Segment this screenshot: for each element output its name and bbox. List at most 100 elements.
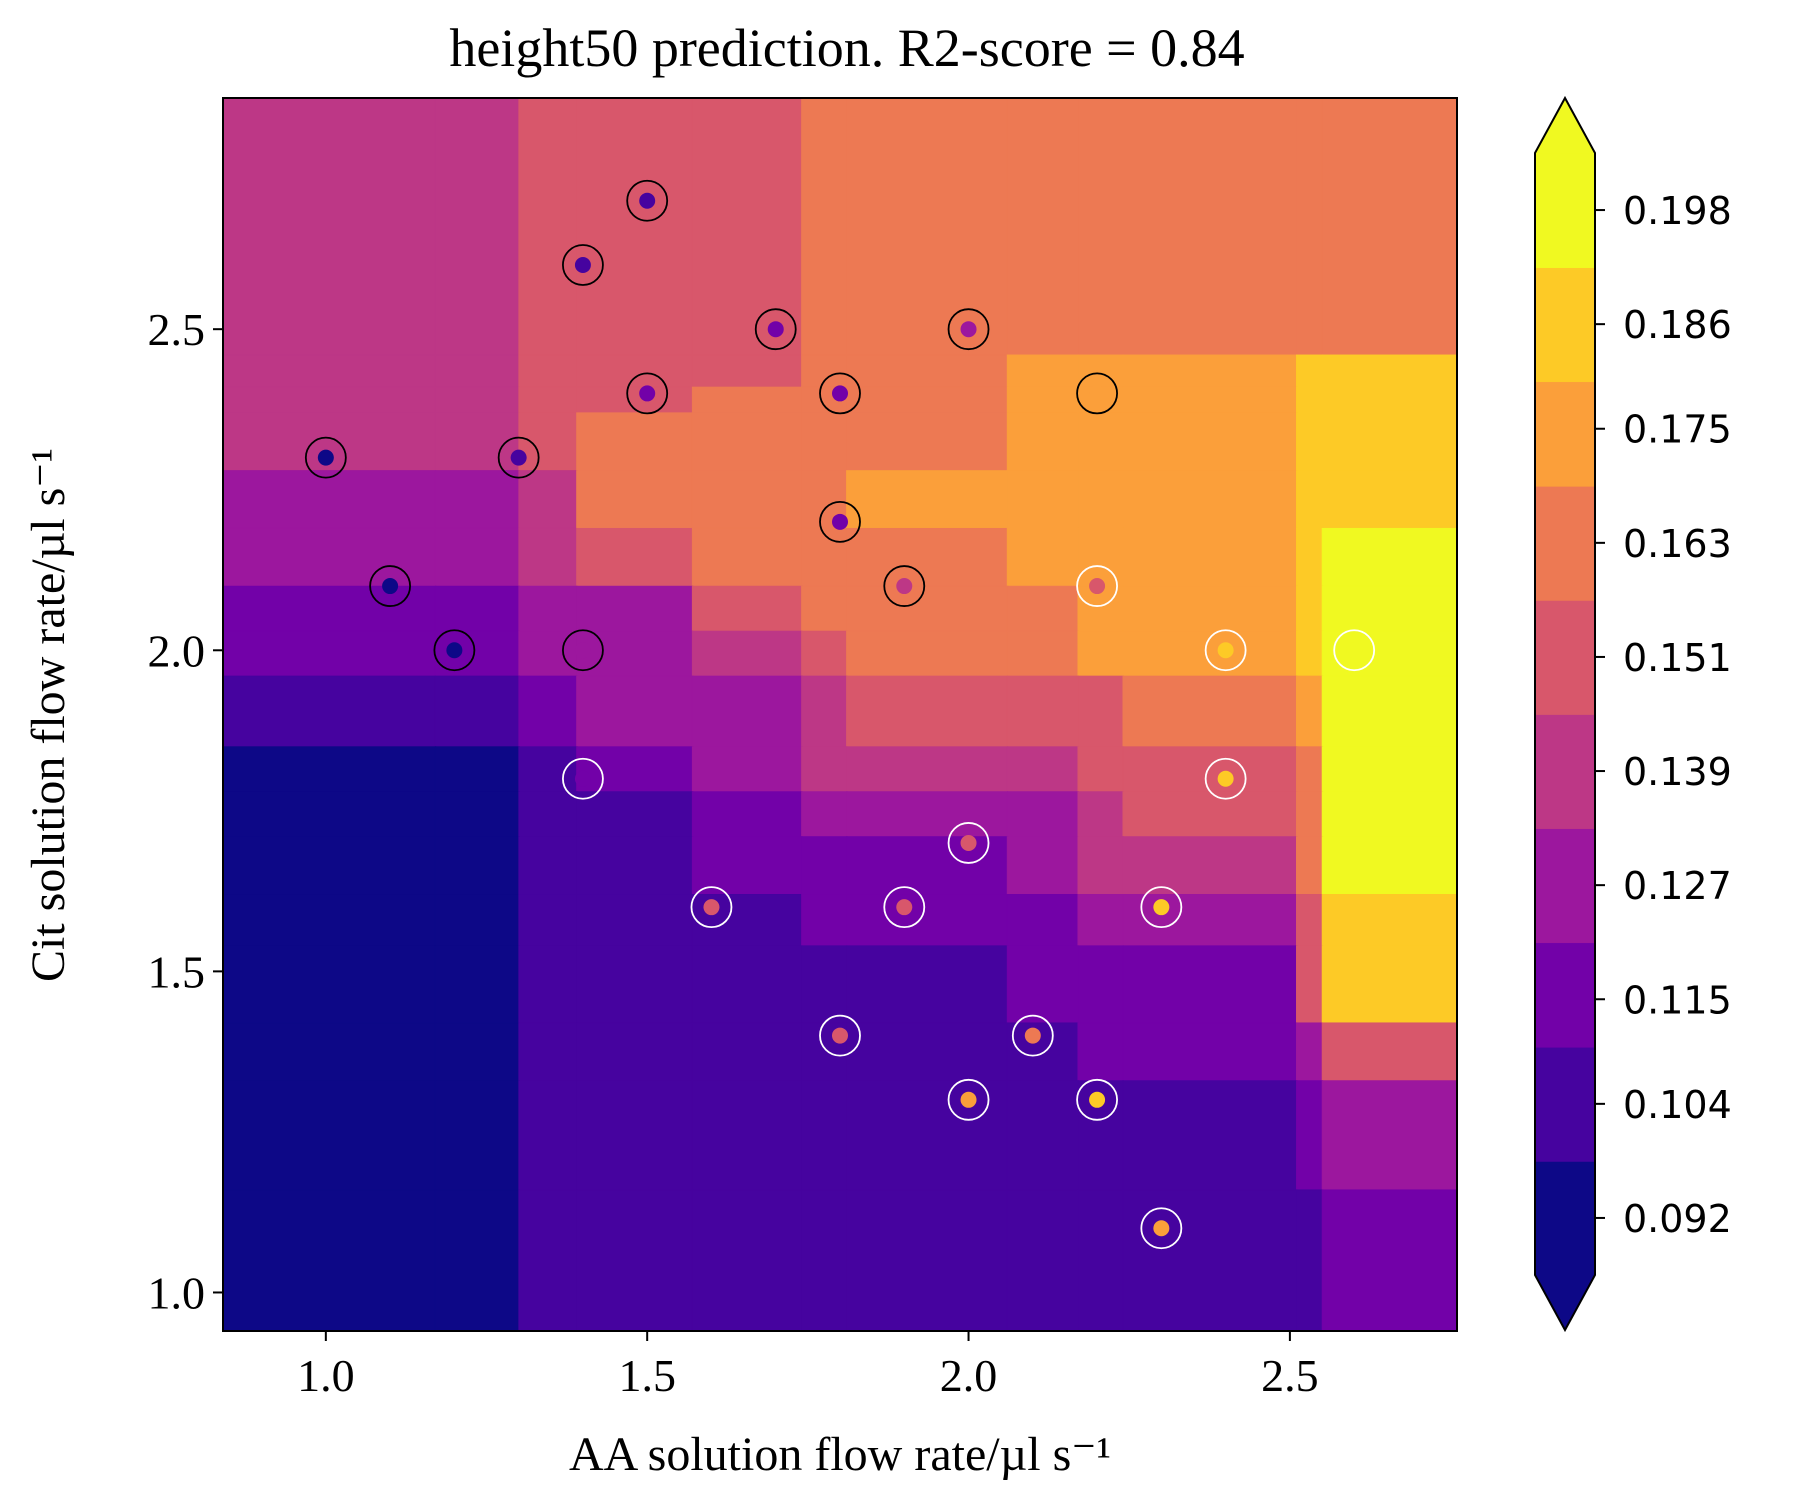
contour-cell: [576, 675, 694, 748]
contour-cell: [1321, 98, 1457, 356]
sample-point-value: [1089, 1091, 1106, 1108]
contour-cell: [223, 1189, 437, 1331]
contour-cell: [1321, 585, 1457, 633]
contour-cell: [1296, 386, 1324, 414]
colorbar-tick-label: 0.139: [1623, 750, 1732, 794]
contour-cell: [576, 412, 694, 472]
colorbar-band: [1534, 485, 1596, 601]
sample-point-value: [767, 321, 784, 338]
colorbar-tick-label: 0.198: [1623, 189, 1732, 233]
contour-cell: [223, 1022, 437, 1082]
sample-point-value: [510, 449, 527, 466]
contour-cell: [576, 98, 694, 356]
contour-cell: [1077, 630, 1124, 678]
sample-point-value: [960, 1091, 977, 1108]
sample-point: [947, 308, 990, 351]
sample-point-value: [960, 834, 977, 851]
contour-cell: [801, 894, 848, 947]
contour-cell: [1122, 675, 1298, 748]
contour-cell: [1006, 1189, 1079, 1331]
contour-cell: [1321, 746, 1457, 793]
contour-cell: [846, 585, 1009, 633]
contour-cell: [846, 1080, 1009, 1191]
contour-cell: [801, 791, 848, 838]
contour-cell: [801, 98, 848, 356]
contour-cell: [1006, 527, 1079, 588]
contour-cell: [518, 470, 578, 530]
contour-cell: [434, 98, 520, 356]
contour-cell: [1006, 470, 1079, 530]
colorbar-outline: [1534, 95, 1596, 1333]
colorbar-tick-label: 0.186: [1623, 303, 1732, 347]
contour-cell: [518, 945, 578, 1024]
contour-cell: [1321, 527, 1457, 588]
contour-cell: [801, 836, 848, 896]
contour-cell: [801, 945, 848, 1024]
contour-cell: [691, 945, 803, 1024]
sample-point: [1204, 757, 1247, 800]
sample-point-value: [832, 385, 848, 402]
contour-cell: [1122, 1080, 1298, 1191]
sample-points: [304, 179, 1376, 1250]
contour-cell: [801, 1189, 848, 1331]
sample-point-value: [1217, 770, 1234, 787]
colorbar-tick-label: 0.163: [1623, 522, 1732, 566]
contour-cell: [691, 585, 803, 633]
colorbar-band: [1534, 1046, 1596, 1162]
contour-cell: [1006, 412, 1079, 472]
contour-cell: [846, 386, 1009, 414]
contour-cell: [518, 412, 578, 472]
colorbar-tick-label: 0.175: [1623, 408, 1732, 452]
contour-cell: [518, 675, 578, 748]
x-tick-label: 2.5: [1261, 1350, 1319, 1401]
sample-point-value: [446, 642, 463, 659]
contour-cell: [1006, 354, 1079, 389]
contour-cell: [518, 585, 578, 633]
contour-cell: [846, 675, 1009, 748]
contour-cell: [434, 354, 520, 389]
contour-cell: [518, 98, 578, 356]
sample-point: [1011, 1014, 1054, 1057]
contour-cell: [1077, 746, 1124, 793]
sample-point-value: [574, 256, 591, 273]
sample-point: [369, 565, 412, 607]
contour-cell: [434, 470, 520, 530]
x-tick-label: 1.5: [618, 1350, 676, 1401]
sample-point-value: [1217, 642, 1234, 659]
contour-cell: [691, 354, 803, 389]
sample-point-value: [1153, 1220, 1170, 1237]
contour-cell: [691, 1022, 803, 1082]
sample-point-value: [1089, 578, 1106, 595]
contour-cell: [1321, 836, 1457, 896]
sample-point: [1140, 886, 1183, 929]
contour-cell: [1122, 746, 1298, 793]
contour-cell: [801, 1080, 848, 1191]
contour-cell: [576, 354, 694, 389]
contour-cell: [846, 354, 1009, 389]
sample-point-value: [639, 385, 656, 402]
contour-cell: [434, 791, 520, 838]
contour-cell: [576, 746, 694, 793]
contour-cell: [1077, 675, 1124, 748]
contour-cell: [434, 386, 520, 414]
contour-cell: [1321, 1022, 1457, 1082]
contour-cell: [434, 585, 520, 633]
sample-point: [497, 436, 540, 479]
contour-cell: [1077, 354, 1124, 389]
contour-cell: [1122, 894, 1298, 947]
contour-cell: [1296, 1189, 1324, 1331]
y-tick-label: 1.0: [148, 1267, 206, 1318]
contour-cell: [576, 836, 694, 896]
contour-cell: [434, 675, 520, 748]
contour-cell: [1006, 894, 1079, 947]
colorbar-band: [1534, 1160, 1596, 1276]
sample-point: [947, 822, 990, 864]
contour-cell: [691, 1189, 803, 1331]
contour-cell: [846, 836, 1009, 896]
contour-cell: [1077, 1022, 1124, 1082]
contour-cell: [223, 585, 437, 633]
contour-cell: [691, 412, 803, 472]
sample-point-value: [703, 899, 720, 916]
x-tick-label: 2.0: [940, 1350, 998, 1401]
